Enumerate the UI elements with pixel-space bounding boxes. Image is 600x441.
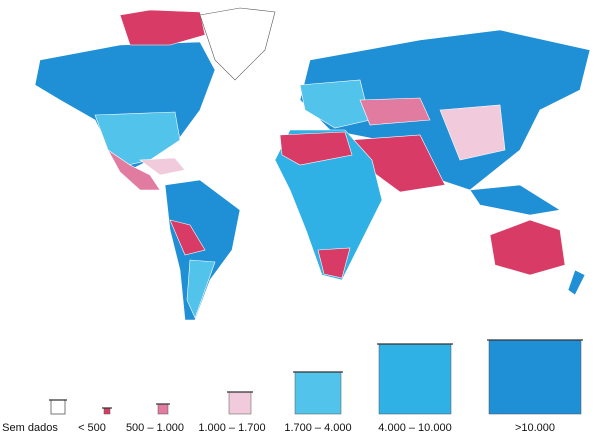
caribbean [139, 157, 186, 176]
legend-label: 4.000 – 10.000 [378, 422, 451, 434]
argentina [186, 259, 216, 319]
world-map [34, 7, 591, 321]
new-zealand [567, 269, 586, 296]
australia [489, 219, 566, 276]
legend-label: >10.000 [515, 422, 555, 434]
legend: Sem dados < 500 500 – 1.000 1.000 – 1.700 1.… [2, 339, 583, 434]
legend-swatch [488, 339, 582, 415]
legend-swatch [378, 343, 452, 415]
legend-swatch [103, 407, 111, 415]
legend-label: Sem dados [2, 422, 58, 434]
legend-swatch [157, 403, 169, 415]
europe [299, 79, 371, 129]
greenland [199, 7, 276, 81]
canada-north [119, 9, 206, 46]
legend-label: 500 – 1.000 [126, 422, 184, 434]
legend-label: 1.000 – 1.700 [198, 422, 265, 434]
legend-swatch [50, 399, 66, 415]
southeast-asia [469, 184, 561, 216]
north-africa [279, 131, 353, 166]
legend-label: < 500 [78, 422, 106, 434]
central-asia [359, 97, 431, 126]
southern-africa [317, 247, 351, 279]
south-america-west [169, 219, 206, 256]
legend-swatch [228, 391, 252, 415]
legend-label: 1.700 – 4.000 [284, 422, 351, 434]
mexico [107, 149, 161, 191]
china [439, 104, 506, 161]
legend-swatch [294, 371, 342, 415]
usa [94, 111, 181, 166]
africa [274, 129, 383, 281]
